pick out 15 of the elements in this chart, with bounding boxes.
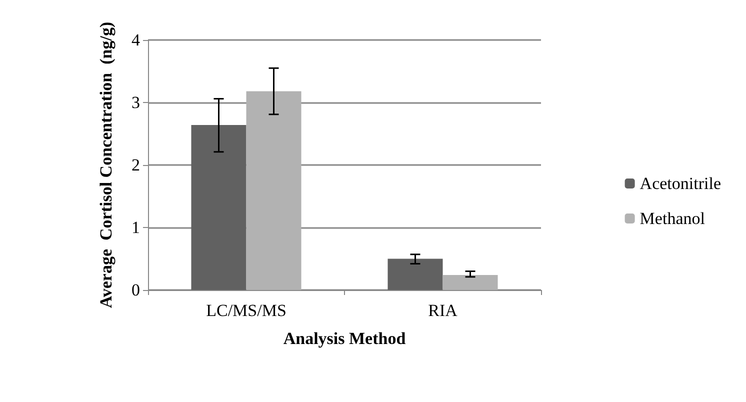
x-tick-label: RIA: [428, 301, 458, 320]
x-tick-label: LC/MS/MS: [206, 301, 286, 320]
legend-label: Acetonitrile: [640, 174, 722, 193]
bar: [191, 125, 246, 290]
y-axis-title: Average Cortisol Concentration (ng/g): [96, 22, 116, 308]
legend-label: Methanol: [640, 209, 706, 228]
y-tick-label: 3: [132, 93, 140, 112]
y-tick-label: 4: [132, 30, 140, 50]
bar: [388, 258, 443, 290]
x-axis-title: Analysis Method: [283, 329, 406, 348]
y-tick-label: 2: [132, 156, 140, 174]
y-tick-label: 1: [132, 218, 140, 237]
y-tick-label: 0: [132, 280, 140, 300]
bar: [442, 275, 498, 290]
bar: [246, 91, 302, 290]
